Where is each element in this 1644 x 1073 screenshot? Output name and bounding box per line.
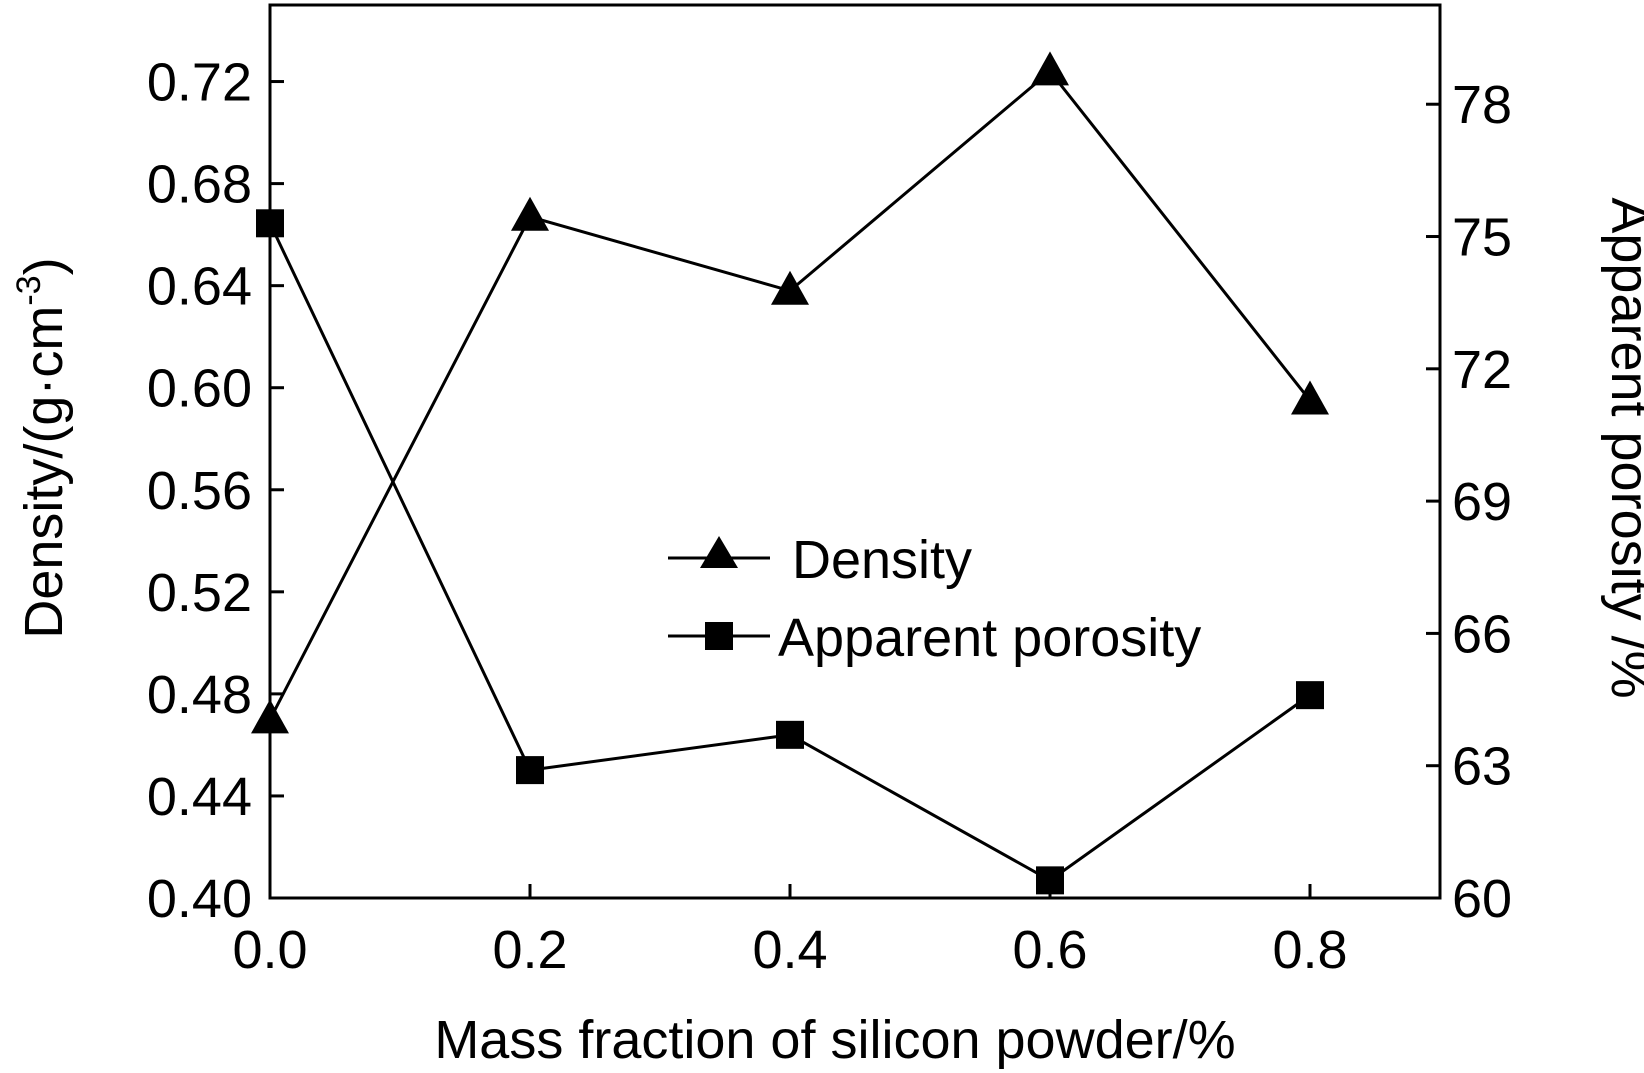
density-point bbox=[251, 699, 289, 734]
legend-porosity-label: Apparent porosity bbox=[778, 608, 1201, 668]
y-axis-left-title-sup: -3 bbox=[10, 275, 48, 305]
axis-ticks: 0.0 0.2 0.4 0.6 0.8 0.40 0.44 0.48 0.52 0.56 0.60 0… bbox=[147, 53, 1512, 980]
y-right-tick-label: 63 bbox=[1452, 737, 1512, 797]
legend: Density Apparent porosity bbox=[668, 530, 1201, 668]
x-tick-label: 0.2 bbox=[492, 920, 567, 980]
series-layer bbox=[251, 51, 1329, 895]
x-tick-label: 0.0 bbox=[232, 920, 307, 980]
x-tick-label: 0.4 bbox=[752, 920, 827, 980]
apparent-porosity-point bbox=[516, 756, 544, 785]
y-left-tick-label: 0.68 bbox=[147, 155, 252, 215]
y-axis-left-title-close: ) bbox=[14, 257, 74, 275]
x-tick-label: 0.8 bbox=[1272, 920, 1347, 980]
y-right-tick-label: 60 bbox=[1452, 869, 1512, 929]
x-tick-label: 0.6 bbox=[1012, 920, 1087, 980]
y-right-tick-label: 66 bbox=[1452, 604, 1512, 664]
y-axis-right-title: Apparent porosity /% bbox=[1600, 197, 1644, 698]
density-point bbox=[771, 270, 809, 305]
apparent-porosity-point bbox=[1296, 681, 1324, 710]
density-point bbox=[511, 196, 549, 231]
y-right-tick-label: 69 bbox=[1452, 472, 1512, 532]
y-left-tick-label: 0.40 bbox=[147, 869, 252, 929]
density-point bbox=[1291, 380, 1329, 415]
plot-border bbox=[268, 3, 1442, 900]
density-point bbox=[1031, 51, 1069, 86]
y-axis-left-title: Density/(g·cm-3) bbox=[10, 257, 74, 638]
y-left-tick-label: 0.72 bbox=[147, 53, 252, 113]
y-left-tick-label: 0.56 bbox=[147, 461, 252, 521]
y-left-tick-label: 0.64 bbox=[147, 257, 252, 317]
legend-density-marker bbox=[700, 536, 738, 568]
y-left-tick-label: 0.52 bbox=[147, 563, 252, 623]
x-axis-title: Mass fraction of silicon powder/% bbox=[434, 1010, 1235, 1070]
y-left-tick-label: 0.48 bbox=[147, 665, 252, 725]
y-left-tick-label: 0.44 bbox=[147, 767, 252, 827]
apparent-porosity-point bbox=[1036, 866, 1064, 895]
y-right-tick-label: 75 bbox=[1452, 208, 1512, 268]
apparent-porosity-line bbox=[268, 222, 1311, 883]
apparent-porosity-point bbox=[256, 209, 284, 238]
y-right-tick-label: 78 bbox=[1452, 75, 1512, 135]
y-axis-left-title-main: Density/(g·cm bbox=[14, 306, 74, 639]
plot-frame bbox=[268, 3, 1442, 900]
legend-porosity-marker bbox=[705, 622, 733, 650]
y-left-tick-label: 0.60 bbox=[147, 359, 252, 419]
apparent-porosity-point bbox=[776, 720, 804, 749]
y-right-tick-label: 72 bbox=[1452, 340, 1512, 400]
legend-density-label: Density bbox=[792, 530, 972, 590]
